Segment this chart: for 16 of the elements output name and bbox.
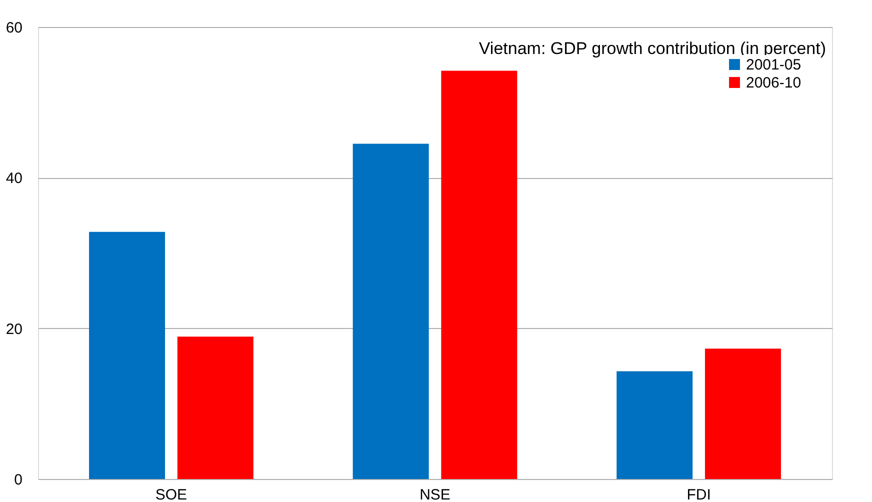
y-tick-label: 60 xyxy=(6,20,22,36)
y-tick-label: 0 xyxy=(14,472,22,488)
bar xyxy=(441,70,518,479)
bar xyxy=(89,232,166,479)
y-tick-label: 20 xyxy=(6,320,22,338)
bar xyxy=(177,336,254,479)
y-tick-label: 40 xyxy=(6,170,22,188)
x-tick-label: SOE xyxy=(155,486,188,502)
x-tick-label: FDI xyxy=(686,486,711,502)
legend-label: 2001-05 xyxy=(746,56,802,74)
bar xyxy=(704,348,781,479)
text: Vietnam: GDP growth contribution (in percent) xyxy=(478,39,826,58)
legend-label: 2006-10 xyxy=(746,74,802,92)
bar xyxy=(352,144,429,479)
x-tick-label: NSE xyxy=(420,486,450,502)
bar xyxy=(616,371,693,479)
